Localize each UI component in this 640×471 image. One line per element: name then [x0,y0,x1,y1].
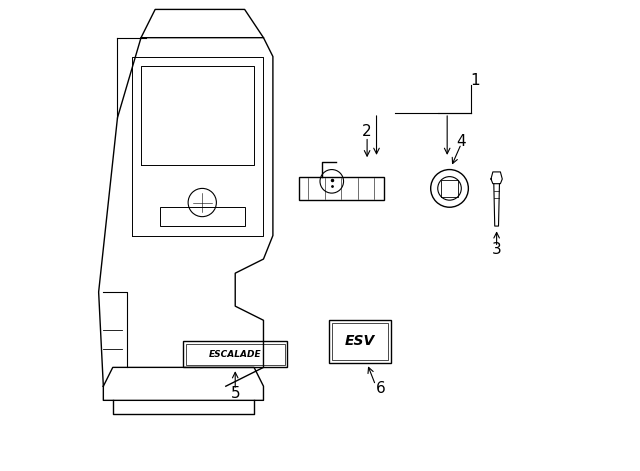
Text: 6: 6 [376,381,386,396]
Text: ESV: ESV [345,334,375,349]
Text: 1: 1 [470,73,480,88]
Text: 2: 2 [362,124,372,139]
Bar [186,344,285,365]
Bar [184,341,287,367]
Bar [299,177,383,200]
Text: 5: 5 [230,386,240,401]
Text: 3: 3 [492,242,502,257]
Text: ESCALADE: ESCALADE [209,350,262,359]
Bar [332,323,388,360]
Text: 4: 4 [456,134,466,149]
Bar [160,207,244,226]
Bar [330,320,390,363]
